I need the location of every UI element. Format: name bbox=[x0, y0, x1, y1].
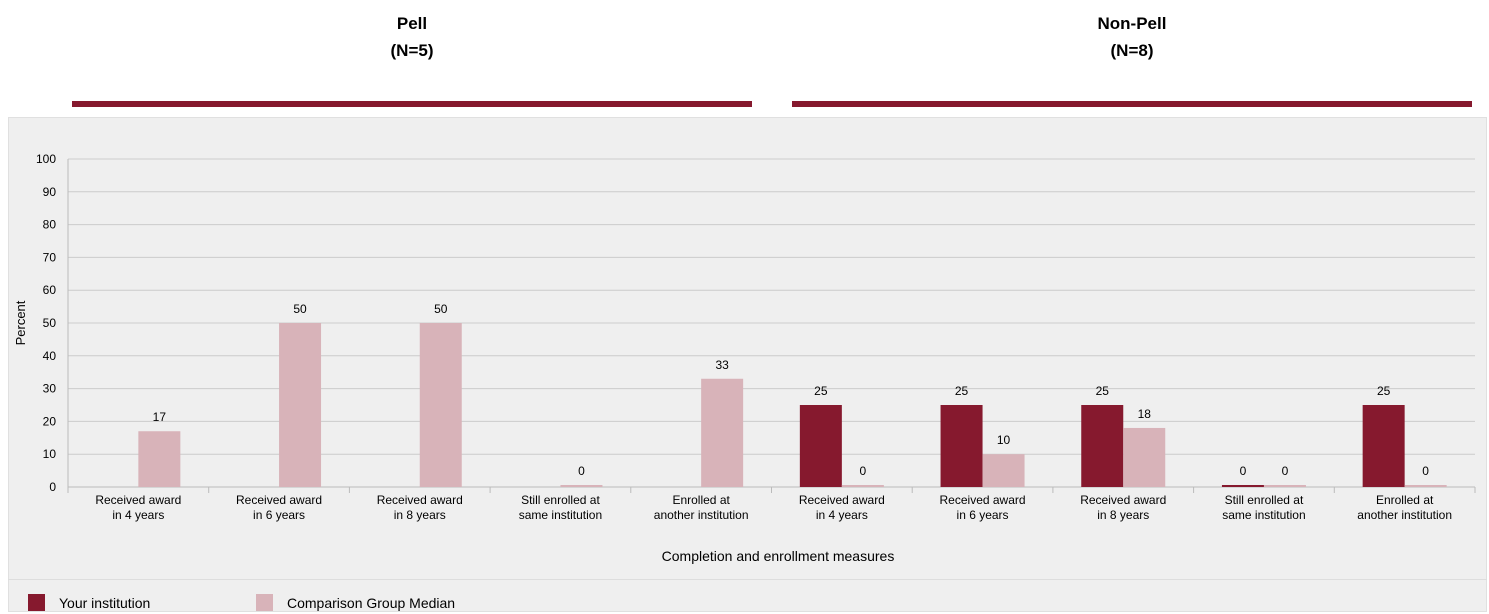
legend-item-your-institution: Your institution bbox=[28, 594, 150, 611]
group-header-pell: Pell (N=5) bbox=[72, 10, 752, 64]
bar-comparison-group-median bbox=[701, 378, 744, 487]
group-subtitle: (N=5) bbox=[390, 41, 434, 60]
legend-label: Comparison Group Median bbox=[287, 594, 456, 611]
bar-your-institution bbox=[1081, 405, 1124, 487]
data-label: 25 bbox=[814, 384, 828, 398]
legend-swatch-your-institution bbox=[28, 594, 45, 611]
x-tick-label: Received award in 8 years bbox=[1080, 493, 1166, 522]
y-tick-label: 70 bbox=[43, 250, 57, 264]
data-label: 0 bbox=[1240, 464, 1247, 478]
group-rule-non-pell bbox=[792, 101, 1472, 107]
data-label: 0 bbox=[1282, 464, 1289, 478]
bar-comparison-group-median bbox=[841, 485, 884, 487]
legend-label: Your institution bbox=[59, 594, 151, 611]
data-label: 25 bbox=[1096, 384, 1110, 398]
y-tick-label: 60 bbox=[43, 283, 57, 297]
x-tick-label: Received award in 6 years bbox=[940, 493, 1026, 522]
bar-your-institution bbox=[940, 405, 983, 487]
bar-comparison-group-median bbox=[982, 454, 1025, 487]
x-tick-label: Received award in 4 years bbox=[95, 493, 181, 522]
chart-panel bbox=[8, 117, 1487, 612]
y-tick-label: 40 bbox=[43, 349, 57, 363]
data-label: 25 bbox=[955, 384, 969, 398]
x-tick-label: Still enrolled at same institution bbox=[519, 493, 602, 522]
data-label: 50 bbox=[434, 302, 448, 316]
y-tick-label: 50 bbox=[43, 316, 57, 330]
data-label: 25 bbox=[1377, 384, 1391, 398]
x-axis-title: Completion and enrollment measures bbox=[662, 548, 895, 564]
group-title: Non-Pell bbox=[1097, 14, 1167, 33]
data-label: 17 bbox=[153, 410, 167, 424]
bar-comparison-group-median bbox=[138, 431, 181, 487]
group-rule-pell bbox=[72, 101, 752, 107]
y-tick-label: 100 bbox=[36, 152, 56, 166]
y-tick-label: 10 bbox=[43, 447, 57, 461]
bar-comparison-group-median bbox=[560, 485, 603, 487]
legend: Your institution Comparison Group Median bbox=[8, 579, 1487, 612]
bar-comparison-group-median bbox=[1263, 485, 1306, 487]
data-label: 10 bbox=[997, 433, 1011, 447]
group-title: Pell bbox=[396, 14, 428, 33]
x-tick-label: Still enrolled at same institution bbox=[1222, 493, 1305, 522]
y-tick-label: 20 bbox=[43, 414, 57, 428]
data-label: 33 bbox=[715, 358, 729, 372]
y-tick-label: 30 bbox=[43, 382, 57, 396]
y-axis-title: Percent bbox=[13, 300, 28, 345]
legend-item-comparison-group-median: Comparison Group Median bbox=[256, 594, 455, 611]
x-tick-label: Received award in 8 years bbox=[377, 493, 463, 522]
bar-comparison-group-median bbox=[1123, 427, 1166, 487]
x-tick-label: Received award in 6 years bbox=[236, 493, 322, 522]
data-label: 0 bbox=[578, 464, 585, 478]
bar-comparison-group-median bbox=[1404, 485, 1447, 487]
data-label: 50 bbox=[293, 302, 307, 316]
legend-swatch-comparison-group-median bbox=[256, 594, 273, 611]
y-tick-label: 0 bbox=[49, 480, 56, 494]
data-label: 18 bbox=[1138, 407, 1152, 421]
y-tick-label: 80 bbox=[43, 218, 57, 232]
y-tick-label: 90 bbox=[43, 185, 57, 199]
group-subtitle: (N=8) bbox=[1110, 41, 1154, 60]
x-tick-label: Enrolled at another institution bbox=[1357, 493, 1452, 522]
data-label: 0 bbox=[1422, 464, 1429, 478]
bar-your-institution bbox=[799, 405, 842, 487]
x-tick-label: Received award in 4 years bbox=[799, 493, 885, 522]
x-tick-label: Enrolled at another institution bbox=[654, 493, 749, 522]
bar-comparison-group-median bbox=[419, 323, 462, 487]
bar-your-institution bbox=[1362, 405, 1405, 487]
group-header-non-pell: Non-Pell (N=8) bbox=[792, 10, 1472, 64]
bar-your-institution bbox=[1221, 485, 1264, 487]
data-label: 0 bbox=[860, 464, 867, 478]
bar-comparison-group-median bbox=[279, 323, 322, 487]
